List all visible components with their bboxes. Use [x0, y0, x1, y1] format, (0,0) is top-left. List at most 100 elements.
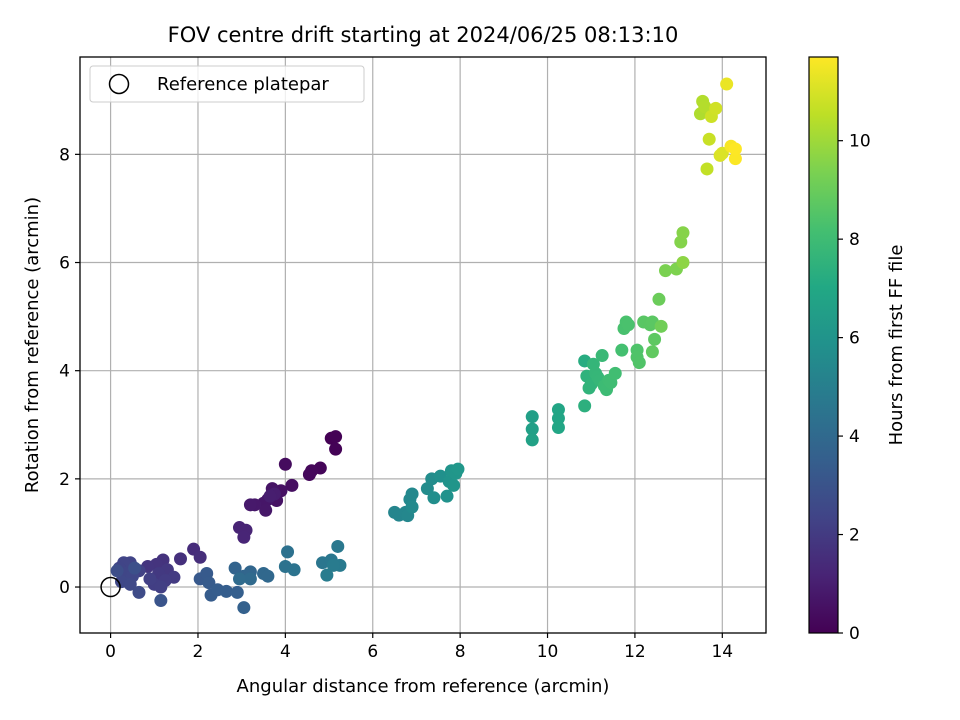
legend-label: Reference platepar	[157, 74, 329, 95]
data-point	[621, 318, 635, 332]
data-point	[232, 572, 246, 586]
y-tick-label: 8	[59, 145, 70, 165]
data-point	[237, 601, 251, 615]
y-tick-label: 2	[59, 470, 70, 490]
y-tick-label: 6	[59, 254, 70, 274]
data-point	[702, 132, 716, 146]
data-point	[615, 343, 629, 357]
data-point	[595, 349, 609, 363]
data-point	[632, 356, 646, 370]
legend: Reference platepar	[89, 65, 365, 103]
colorbar-tick-label: 4	[849, 427, 860, 447]
colorbar-tick-label: 6	[849, 329, 860, 349]
colorbar-tick-label: 10	[849, 132, 871, 152]
x-ticks: 0 2 4 6 8 10 12 14	[105, 633, 733, 662]
data-point	[143, 572, 157, 586]
data-point	[261, 569, 275, 583]
data-point	[420, 482, 434, 496]
legend-reference-marker	[108, 73, 130, 95]
x-tick-label: 2	[193, 642, 204, 662]
data-point	[173, 552, 187, 566]
colorbar-ticks: 0 2 4 6 8 10	[838, 132, 871, 644]
data-point	[219, 584, 233, 598]
colorbar-tick-label: 0	[849, 624, 860, 644]
data-point	[154, 594, 168, 608]
data-point	[237, 530, 251, 544]
points	[100, 77, 742, 615]
colorbar-label: Hours from first FF file	[886, 245, 907, 446]
x-tick-label: 4	[280, 642, 291, 662]
data-point	[243, 572, 257, 586]
colorbar-tick-label: 2	[849, 526, 860, 546]
data-point	[302, 468, 316, 482]
chart-title: FOV centre drift starting at 2024/06/25 …	[168, 23, 679, 47]
data-point	[287, 563, 301, 577]
data-point	[676, 226, 690, 240]
data-point	[405, 500, 419, 514]
data-point	[329, 430, 343, 444]
data-point	[202, 576, 216, 590]
colorbar	[808, 56, 839, 634]
data-point	[263, 489, 277, 503]
data-point	[447, 478, 461, 492]
data-point	[676, 256, 690, 270]
data-point	[608, 366, 622, 380]
y-tick-label: 0	[59, 578, 70, 598]
data-point	[728, 142, 742, 156]
x-tick-label: 14	[711, 642, 733, 662]
data-point	[525, 422, 539, 436]
x-tick-label: 12	[624, 642, 646, 662]
data-point	[645, 345, 659, 359]
data-point	[259, 503, 273, 517]
data-point	[331, 539, 345, 553]
data-point	[132, 585, 146, 599]
x-tick-label: 6	[367, 642, 378, 662]
data-point	[698, 100, 712, 114]
x-tick-label: 0	[105, 642, 116, 662]
data-point	[578, 399, 592, 413]
data-point	[193, 550, 207, 564]
y-tick-label: 4	[59, 362, 70, 382]
reference-marker	[100, 576, 121, 598]
data-point	[728, 152, 742, 166]
data-point	[285, 478, 299, 492]
data-point	[405, 487, 419, 501]
data-point	[659, 264, 673, 278]
data-point	[720, 77, 734, 91]
data-point	[243, 498, 257, 512]
grid	[80, 57, 766, 633]
x-axis-label: Angular distance from reference (arcmin)	[237, 676, 610, 697]
data-point	[326, 558, 340, 572]
data-point	[451, 462, 465, 476]
y-ticks: 0 2 4 6 8	[59, 145, 80, 598]
data-point	[128, 561, 142, 575]
data-point	[320, 568, 334, 582]
data-point	[154, 580, 168, 594]
data-point	[230, 585, 244, 599]
data-point	[228, 561, 242, 575]
data-point	[281, 545, 295, 559]
data-point	[329, 442, 343, 456]
data-point	[652, 292, 666, 306]
colorbar-tick-label: 8	[849, 230, 860, 250]
x-tick-label: 10	[537, 642, 559, 662]
plot-frame	[79, 56, 767, 634]
legend-box	[89, 65, 365, 103]
data-point	[715, 146, 729, 160]
data-point	[654, 319, 668, 333]
data-point	[648, 332, 662, 346]
data-point	[110, 564, 124, 578]
data-point	[278, 457, 292, 471]
data-point	[551, 411, 565, 425]
data-point	[427, 491, 441, 505]
x-tick-label: 8	[455, 642, 466, 662]
y-axis-label: Rotation from reference (arcmin)	[22, 197, 43, 493]
data-point	[440, 489, 454, 503]
data-point	[525, 433, 539, 447]
data-point	[700, 162, 714, 176]
data-point	[123, 577, 137, 591]
data-point	[551, 420, 565, 434]
data-point	[525, 410, 539, 424]
data-point	[709, 101, 723, 115]
